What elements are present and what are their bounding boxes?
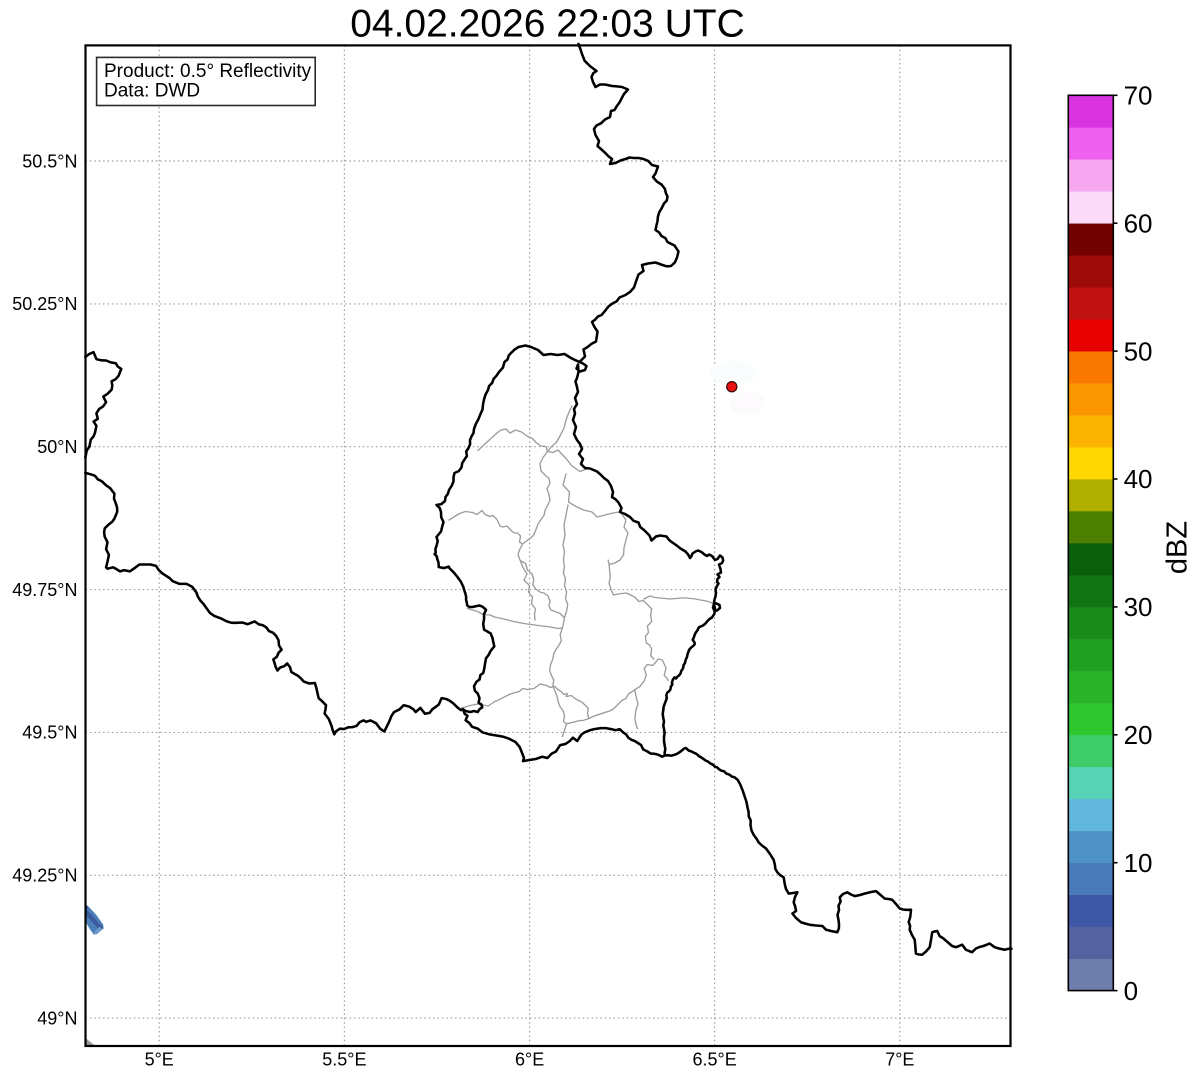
svg-text:Data: DWD: Data: DWD — [104, 81, 200, 102]
svg-text:5°E: 5°E — [145, 1049, 174, 1069]
svg-text:50°N: 50°N — [37, 437, 77, 457]
svg-text:0: 0 — [1124, 976, 1138, 1006]
svg-text:20: 20 — [1124, 720, 1153, 750]
svg-text:04.02.2026 22:03 UTC: 04.02.2026 22:03 UTC — [350, 3, 745, 46]
svg-text:dBZ: dBZ — [1162, 521, 1194, 574]
svg-text:50.5°N: 50.5°N — [22, 151, 77, 171]
svg-text:7°E: 7°E — [885, 1049, 914, 1069]
svg-text:60: 60 — [1124, 208, 1153, 238]
svg-text:6°E: 6°E — [515, 1049, 544, 1069]
svg-text:49°N: 49°N — [37, 1008, 77, 1028]
svg-text:50.25°N: 50.25°N — [12, 294, 77, 314]
svg-text:40: 40 — [1124, 464, 1153, 494]
svg-text:30: 30 — [1124, 592, 1153, 622]
svg-text:70: 70 — [1124, 81, 1153, 111]
svg-text:49.75°N: 49.75°N — [12, 580, 77, 600]
svg-text:5.5°E: 5.5°E — [322, 1049, 366, 1069]
svg-text:6.5°E: 6.5°E — [692, 1049, 736, 1069]
svg-text:Product: 0.5° Reflectivity: Product: 0.5° Reflectivity — [104, 61, 312, 82]
svg-text:49.5°N: 49.5°N — [22, 723, 77, 743]
svg-text:50: 50 — [1124, 336, 1153, 366]
svg-text:10: 10 — [1124, 848, 1153, 878]
svg-text:49.25°N: 49.25°N — [12, 866, 77, 886]
